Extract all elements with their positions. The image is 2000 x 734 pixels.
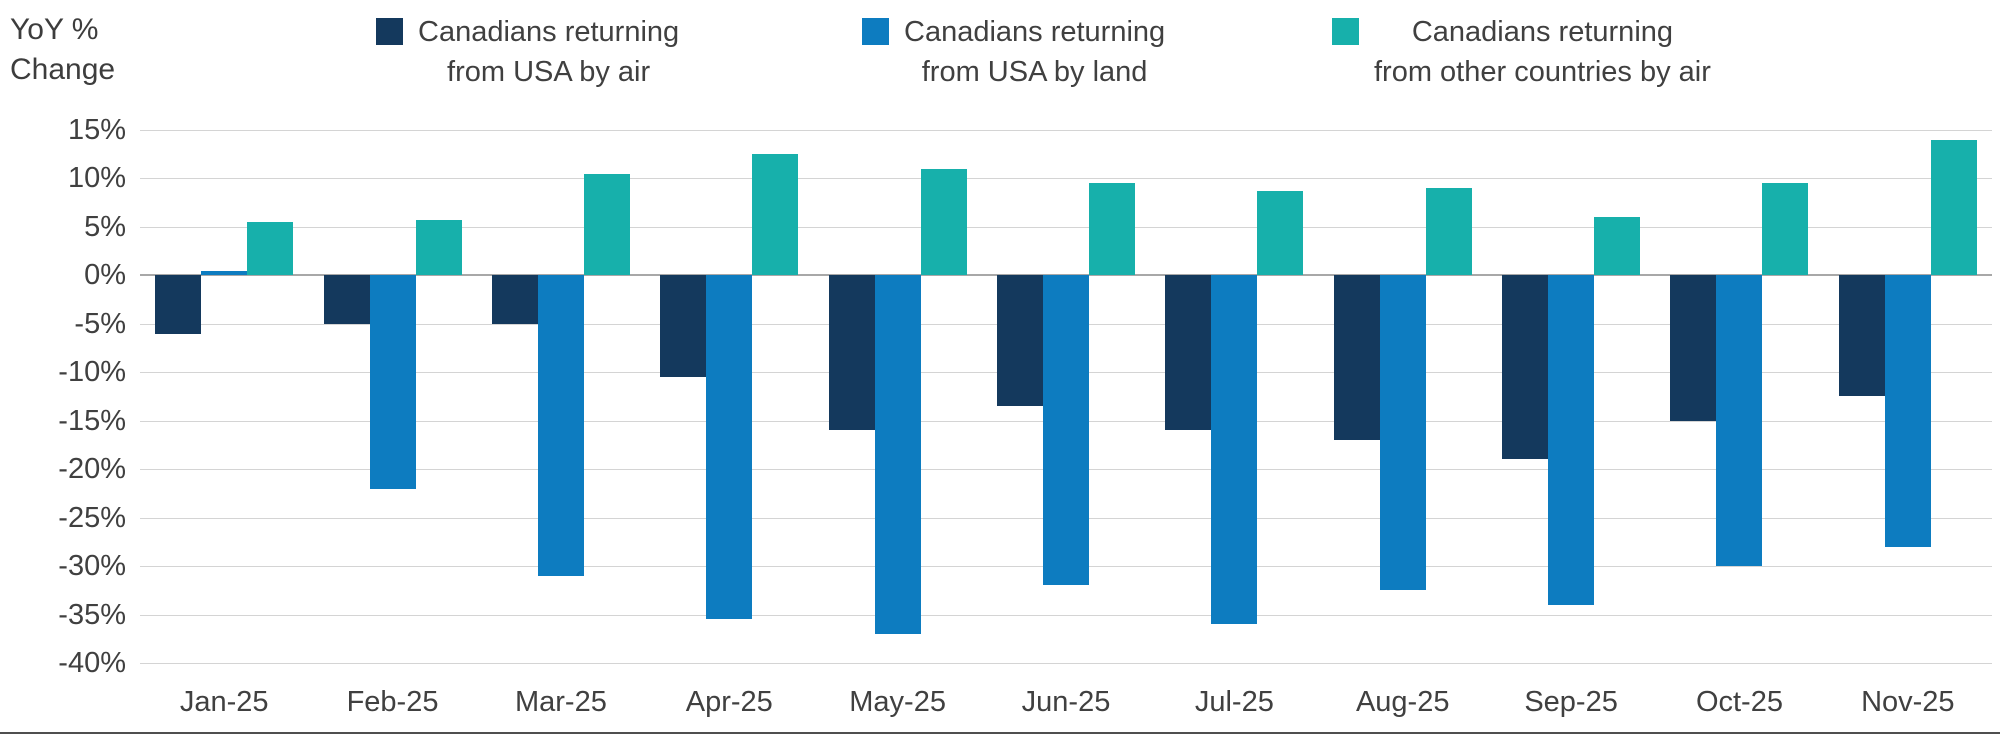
x-tick-label: Aug-25 [1355,686,1450,718]
bar-series2-Jun-25 [1043,275,1089,586]
legend-item-3: Canadians returning from other countries … [1332,12,1711,92]
bar-series3-May-25 [920,168,967,276]
x-tick-label: Oct-25 [1695,686,1783,718]
bar-series1-Feb-25 [323,275,370,324]
bar-series3-Sep-25 [1594,217,1641,276]
legend-swatch-2 [862,18,889,45]
y-axis-title-line1: YoY % [10,13,99,46]
bar-series3-Feb-25 [415,220,462,276]
bar-series2-Jul-25 [1211,275,1258,625]
bottom-divider [0,732,2000,734]
bar-series1-May-25 [828,275,875,431]
bar-series1-Apr-25 [660,275,707,378]
bar-series2-Sep-25 [1548,275,1595,605]
legend-label-2: Canadians returning from USA by land [904,12,1165,92]
y-tick-label: -20% [58,453,126,486]
bar-series2-Oct-25 [1716,275,1763,567]
bar-series2-Mar-25 [537,275,584,576]
bar-series1-Jul-25 [1165,275,1212,431]
y-axis-title: YoY % Change [10,10,115,90]
bar-series2-Feb-25 [369,275,416,489]
bar-series3-Aug-25 [1425,188,1472,276]
bar-series3-Jul-25 [1257,191,1304,276]
legend-label-line: from USA by land [921,56,1148,88]
legend-label-line: Canadians returning [1411,16,1674,48]
x-tick-label: May-25 [849,686,946,718]
bar-series1-Aug-25 [1333,275,1380,441]
x-tick-label: Sep-25 [1524,686,1618,718]
gridline [140,178,1992,180]
legend-swatch-1 [376,18,403,45]
legend-swatch-3 [1332,18,1359,45]
legend-item-2: Canadians returning from USA by land [862,12,1165,92]
x-tick-label: Nov-25 [1861,686,1955,718]
y-tick-label: 10% [67,162,126,195]
x-tick-label: Mar-25 [514,686,607,718]
gridline [140,663,1992,664]
bar-series2-Aug-25 [1379,275,1426,591]
bar-series1-Mar-25 [491,275,538,324]
y-tick-label: -30% [58,550,126,583]
bar-series3-Jun-25 [1089,183,1135,276]
y-tick-label: -40% [58,647,126,679]
gridline [140,614,1992,616]
legend-item-1: Canadians returning from USA by air [376,12,679,92]
legend-label-line: from other countries by air [1374,56,1711,88]
legend-label-line: Canadians returning [418,16,680,48]
y-axis-title-line2: Change [10,53,116,86]
legend-label-line: Canadians returning [904,16,1166,48]
bar-series3-Nov-25 [1930,139,1977,276]
bar-series2-Apr-25 [706,275,753,620]
x-tick-label: Jan-25 [179,686,269,718]
gridline [140,130,1992,131]
y-tick-label: -10% [58,356,126,389]
bar-series1-Jan-25 [155,275,202,334]
gridline [140,226,1992,228]
bar-series1-Oct-25 [1670,275,1717,421]
legend-label-3: Canadians returning from other countries … [1374,12,1711,92]
y-tick-label: -35% [58,598,126,631]
bar-series3-Oct-25 [1762,183,1809,276]
bar-series3-Mar-25 [583,173,630,276]
y-tick-label: -25% [58,501,126,534]
y-tick-label: 0% [84,259,126,292]
x-tick-label: Jul-25 [1194,686,1274,718]
y-tick-label: -15% [58,404,126,437]
bar-series3-Apr-25 [752,154,799,276]
plot-area [140,130,1992,664]
bar-series2-Nov-25 [1884,275,1931,547]
bar-series2-May-25 [874,275,921,634]
legend-label-1: Canadians returning from USA by air [418,12,679,92]
bar-series1-Nov-25 [1838,275,1885,397]
y-tick-label: 15% [67,114,126,146]
x-tick-label: Jun-25 [1021,686,1111,718]
y-tick-label: 5% [84,210,126,243]
bar-series3-Jan-25 [247,222,294,276]
bar-series2-Jan-25 [201,270,248,276]
bar-series1-Jun-25 [997,275,1043,407]
legend-label-line: from USA by air [447,56,651,88]
x-tick-label: Apr-25 [685,686,773,718]
x-tick-label: Feb-25 [346,686,439,718]
bar-series1-Sep-25 [1502,275,1549,460]
y-tick-label: -5% [74,307,126,340]
